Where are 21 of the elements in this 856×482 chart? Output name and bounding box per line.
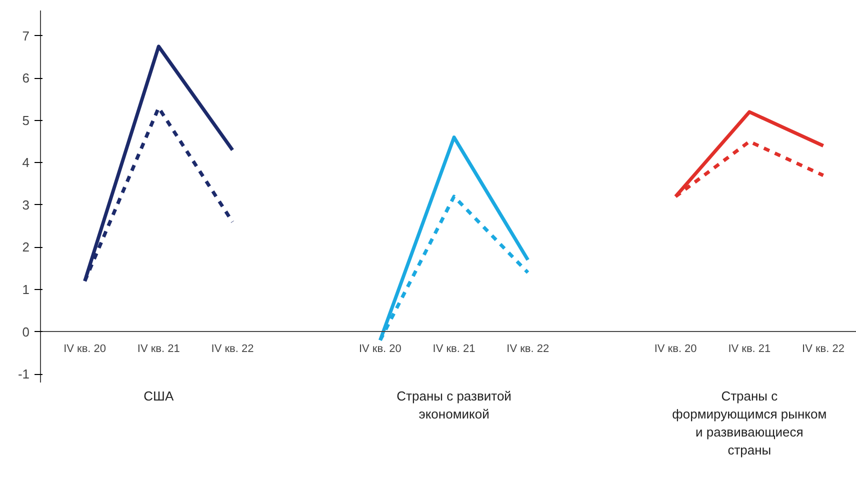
y-tick-label: -1	[18, 366, 30, 382]
x-tick-label: IV кв. 21	[728, 342, 771, 355]
text: США	[144, 388, 174, 404]
x-tick-label: IV кв. 22	[802, 342, 844, 355]
x-tick-label: IV кв. 22	[506, 342, 550, 355]
y-tick-label: 6	[22, 70, 30, 86]
y-tick-label: 0	[22, 324, 30, 340]
y-tick-label: 2	[22, 240, 30, 255]
text: Страны с развитой экономикой	[396, 388, 512, 422]
x-tick-label: IV кв. 22	[211, 342, 254, 355]
y-tick-label: 7	[22, 28, 30, 44]
x-tick-label: IV кв. 21	[137, 342, 180, 355]
y-tick-label: 5	[22, 112, 30, 128]
y-tick-label: 1	[22, 282, 30, 297]
y-tick-label: 4	[22, 155, 30, 170]
x-tick-label: IV кв. 21	[432, 342, 476, 355]
text: Страны с формирующимся рынком и развивающиеся страны	[672, 388, 827, 458]
x-tick-label: IV кв. 20	[64, 342, 106, 355]
x-tick-label: IV кв. 20	[654, 342, 697, 355]
x-tick-label: IV кв. 20	[358, 342, 402, 355]
y-tick-label: 3	[22, 197, 30, 212]
